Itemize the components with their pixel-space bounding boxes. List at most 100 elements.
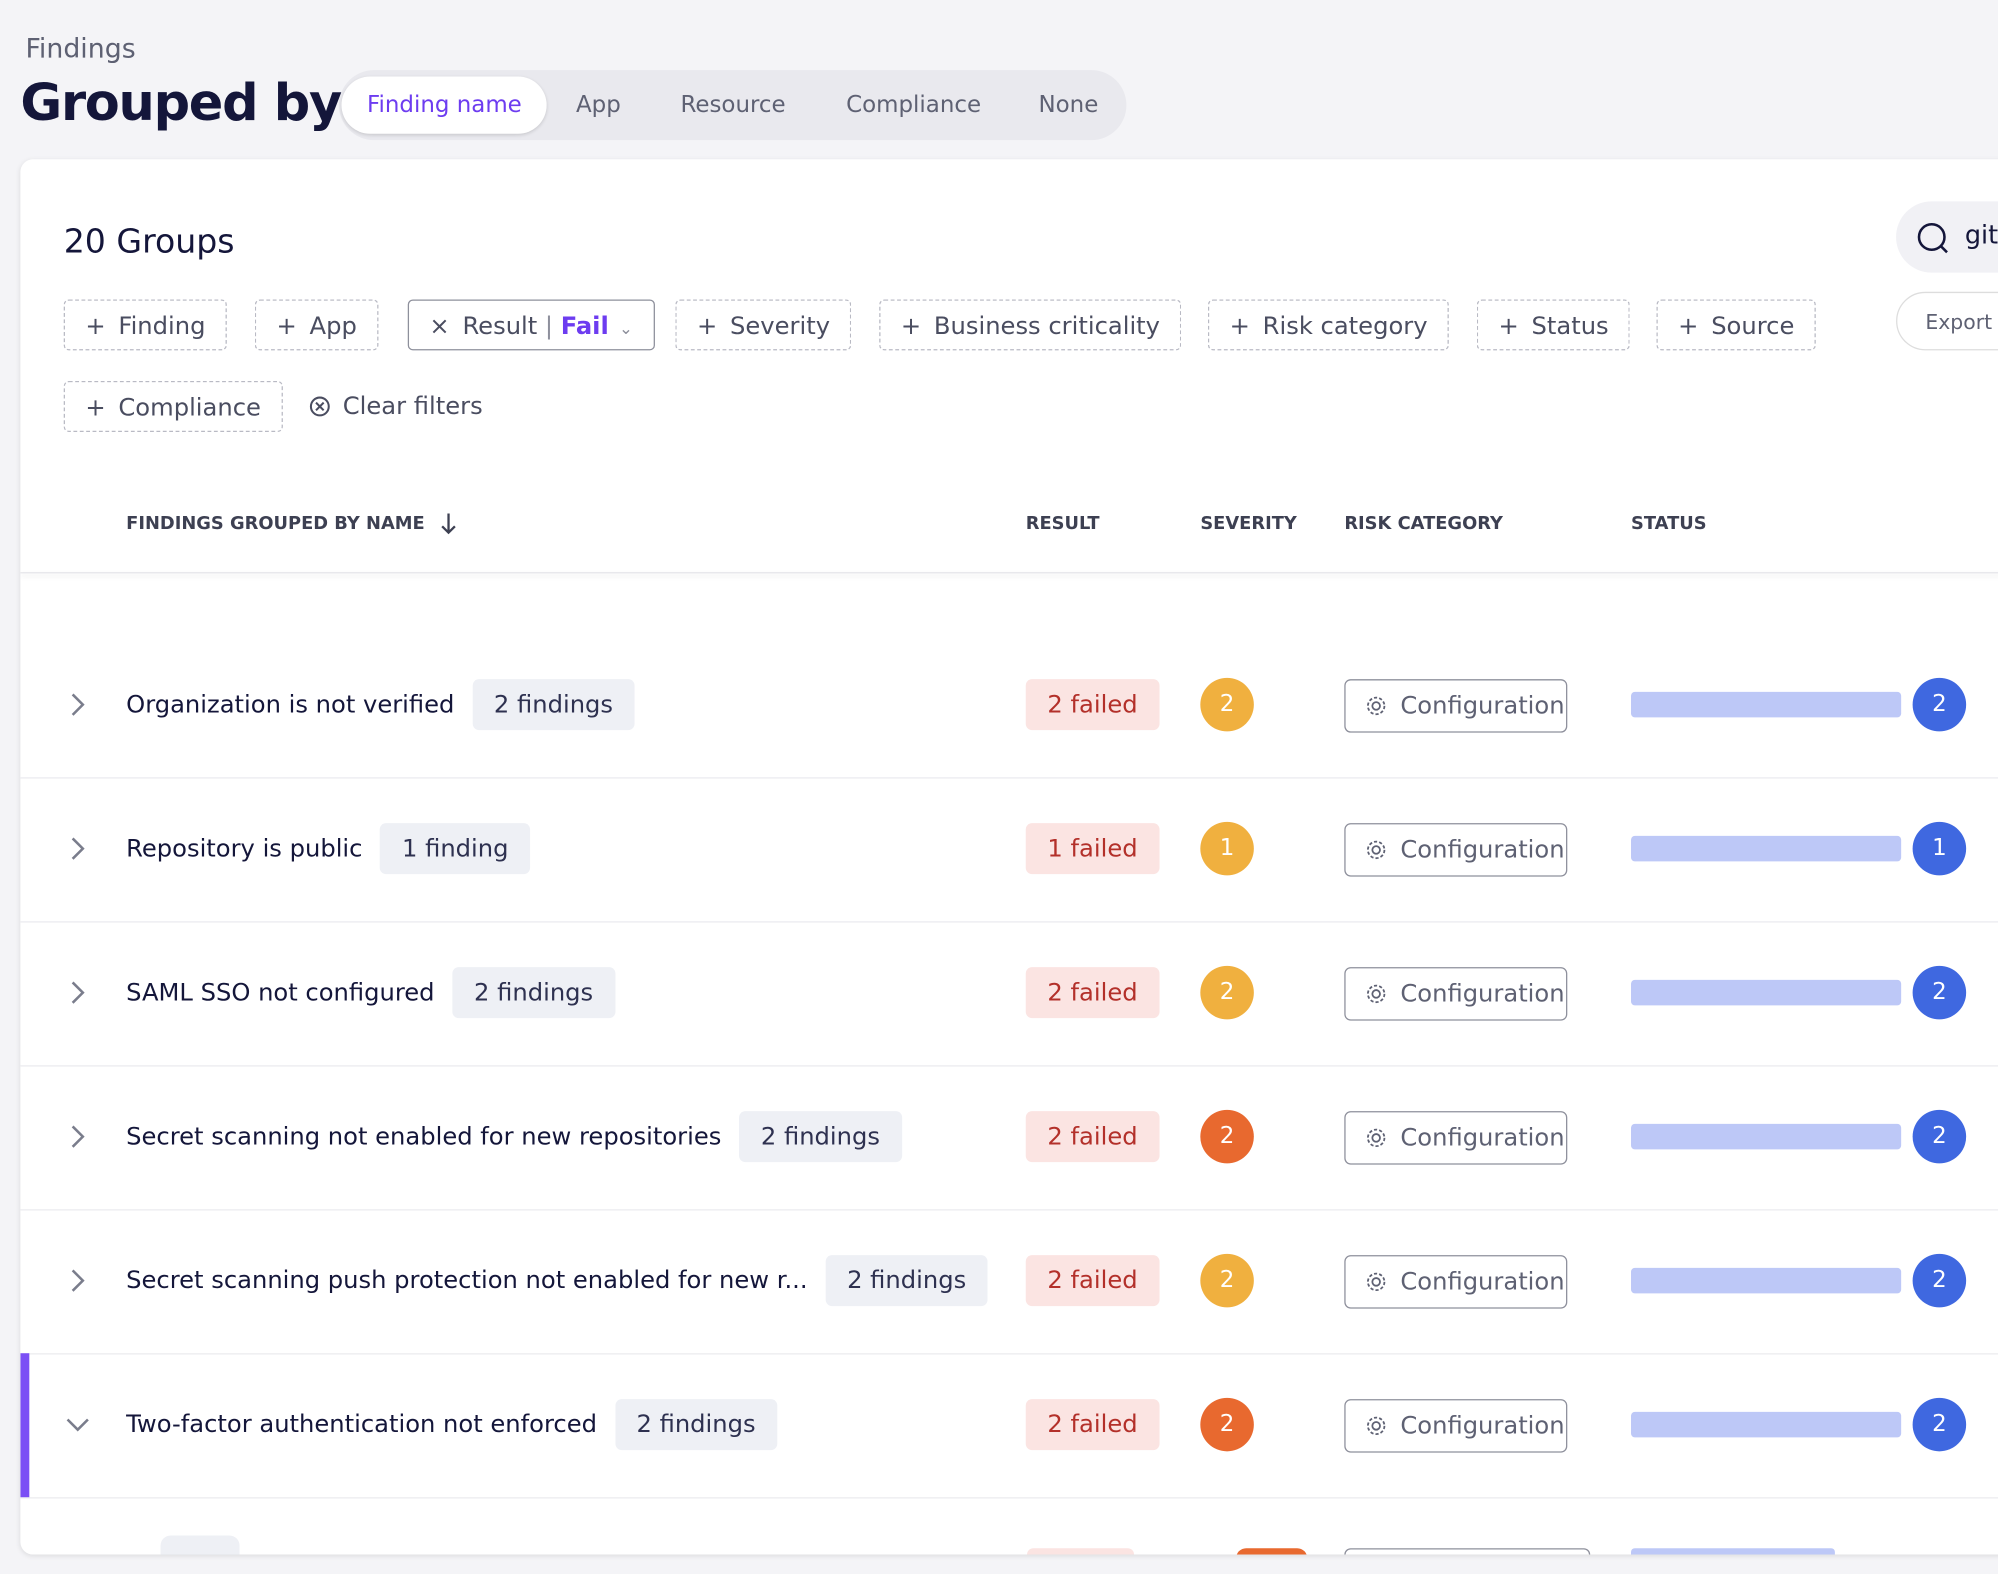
tab[interactable]: None: [1038, 91, 1099, 119]
severity-badge: 2: [1200, 1397, 1254, 1452]
expand-chevron[interactable]: [62, 1121, 93, 1152]
chip-label: Finding: [118, 312, 206, 341]
result-badge: 2 failed: [1025, 1255, 1160, 1307]
filter-chip[interactable]: + Risk category: [1207, 299, 1450, 351]
search-icon: [1917, 222, 1948, 254]
chip-icon: +: [900, 312, 922, 341]
group-row[interactable]: Two-factor authentication not enforced 2 …: [20, 1353, 1998, 1499]
expand-chevron[interactable]: [62, 1409, 93, 1440]
group-row[interactable]: Secret scanning not enabled for new repo…: [20, 1065, 1998, 1211]
chip-icon: +: [1678, 312, 1699, 341]
chip-value: Fail: [560, 312, 609, 341]
filter-chip[interactable]: + App: [254, 299, 379, 351]
result-badge: 2 failed: [1025, 1399, 1160, 1451]
findings-count: 2 findings: [614, 1399, 778, 1451]
status-bar: [1631, 979, 1902, 1006]
risk-category: Configuration: [1344, 1255, 1568, 1309]
clear-filters[interactable]: Clear filters: [308, 381, 483, 432]
gear-icon: [1366, 984, 1386, 1004]
gear-icon: [1366, 696, 1386, 716]
risk-category: Configuration: [1344, 679, 1568, 733]
result-badge: 1 failed: [1025, 823, 1160, 875]
group-row[interactable]: Secret scanning push protection not enab…: [20, 1209, 1998, 1355]
filter-chip[interactable]: + Compliance: [63, 380, 283, 432]
chip-label: Severity: [730, 312, 831, 341]
tab[interactable]: Finding name: [341, 76, 548, 134]
filter-chip[interactable]: + Severity: [675, 299, 852, 351]
filter-chip[interactable]: + Status: [1476, 299, 1631, 351]
group-row[interactable]: SAML SSO not configured 2 findings 2 faile…: [20, 921, 1998, 1067]
findings-count: 1 finding: [380, 823, 531, 875]
expand-chevron[interactable]: [62, 833, 93, 864]
chip-icon: +: [1498, 312, 1519, 341]
group-row[interactable]: Repository is public 1 finding 1 failed 1 Co…: [20, 777, 1998, 923]
expand-chevron[interactable]: [62, 977, 93, 1008]
filter-chip[interactable]: + Source: [1656, 299, 1817, 351]
status-count[interactable]: 2: [1912, 965, 1967, 1020]
clear-label: Clear filters: [342, 392, 483, 421]
search-box[interactable]: git: [1896, 201, 1998, 273]
chip-label: Business criticality: [933, 312, 1161, 341]
chevron: ⌄: [618, 319, 633, 339]
risk-category: Configuration: [1344, 1399, 1568, 1453]
gear-icon: [1366, 840, 1386, 860]
status-bar: [1631, 1123, 1902, 1150]
risk-label: Configuration: [1400, 835, 1565, 864]
severity-badge: 2: [1200, 1109, 1254, 1164]
risk-label: Configuration: [1400, 1267, 1565, 1296]
tab[interactable]: Compliance: [846, 91, 982, 119]
findings-card: 20 Groups git Export + Finding + App × Result…: [20, 159, 1998, 1555]
column-header: STATUS: [1631, 513, 1707, 534]
expand-chevron[interactable]: [62, 1265, 93, 1296]
clear-icon: [309, 396, 330, 417]
status-count[interactable]: 2: [1912, 677, 1967, 732]
finding-name: SAML SSO not configured: [126, 978, 435, 1007]
risk-label: Configuration: [1400, 1123, 1565, 1152]
search-text: git: [1964, 219, 1998, 250]
chip-label: Status: [1531, 312, 1609, 341]
status-bar: [1631, 1267, 1902, 1294]
partial-row: [20, 1497, 1998, 1555]
risk-category: Configuration: [1344, 1111, 1568, 1165]
finding-name: Repository is public: [126, 834, 363, 863]
gear-icon: [1366, 1416, 1386, 1436]
findings-count: 2 findings: [472, 679, 635, 731]
chip-label: App: [309, 312, 357, 341]
chip-icon: +: [1229, 312, 1250, 341]
result-badge: 2 failed: [1025, 967, 1160, 1019]
column-header: RISK CATEGORY: [1344, 513, 1503, 534]
group-row[interactable]: Organization is not verified 2 findings 2 …: [20, 633, 1998, 779]
column-header: RESULT: [1025, 513, 1100, 534]
export-button[interactable]: Export: [1896, 291, 1998, 351]
severity-badge: 1: [1200, 821, 1254, 876]
sort-icon[interactable]: [440, 511, 458, 536]
risk-category: Configuration: [1344, 823, 1568, 877]
group-tabs: Finding name App Resource Compliance None: [338, 70, 1127, 141]
selected-bar: [20, 1353, 30, 1498]
chip-icon: +: [85, 393, 106, 422]
breadcrumb[interactable]: Findings: [25, 33, 136, 64]
status-count[interactable]: 2: [1912, 1397, 1967, 1452]
severity-badge: 2: [1200, 677, 1254, 732]
status-count[interactable]: 2: [1912, 1109, 1967, 1164]
tab[interactable]: Resource: [680, 91, 786, 119]
page-title: Grouped by: [20, 73, 342, 133]
chip-label: Risk category: [1262, 312, 1428, 341]
chip-icon: ×: [429, 312, 450, 341]
findings-count: 2 findings: [452, 967, 615, 1019]
divider: |: [544, 312, 554, 341]
findings-count: 2 findings: [739, 1111, 902, 1163]
status-count[interactable]: 1: [1912, 821, 1967, 876]
tab[interactable]: App: [575, 91, 621, 119]
filter-chip[interactable]: + Business criticality: [879, 299, 1182, 351]
finding-name: Two-factor authentication not enforced: [126, 1410, 597, 1439]
filter-chip[interactable]: + Finding: [63, 299, 228, 351]
expand-chevron[interactable]: [62, 689, 93, 720]
finding-name: Organization is not verified: [126, 690, 455, 719]
status-count[interactable]: 2: [1912, 1253, 1967, 1308]
partial-row: [20, 489, 1998, 635]
finding-name: Secret scanning push protection not enab…: [126, 1266, 808, 1295]
findings-count: 2 findings: [825, 1255, 988, 1307]
filter-chip[interactable]: × Result | Fail ⌄: [407, 299, 655, 351]
